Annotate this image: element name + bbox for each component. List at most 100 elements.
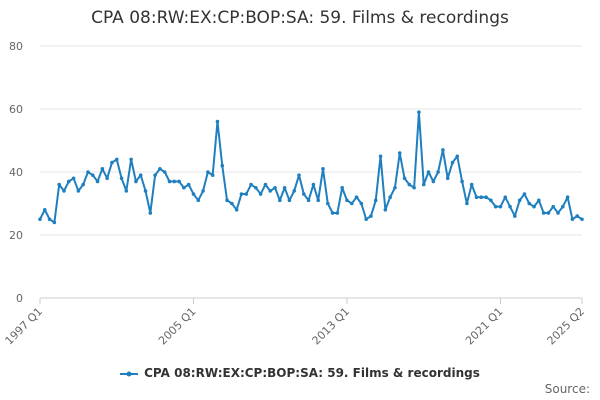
data-point[interactable] <box>143 189 148 193</box>
data-point[interactable] <box>162 170 167 174</box>
data-point[interactable] <box>417 110 421 114</box>
data-point[interactable] <box>484 195 488 199</box>
data-point[interactable] <box>297 173 301 177</box>
data-point[interactable] <box>158 167 162 171</box>
data-point[interactable] <box>359 201 364 206</box>
data-point[interactable] <box>330 211 335 215</box>
data-point[interactable] <box>177 179 181 184</box>
data-point[interactable] <box>76 189 81 193</box>
data-point[interactable] <box>292 189 297 193</box>
data-point[interactable] <box>474 195 479 199</box>
data-point[interactable] <box>196 198 201 203</box>
data-point[interactable] <box>172 179 177 184</box>
data-point[interactable] <box>325 201 330 206</box>
data-point[interactable] <box>450 160 455 165</box>
data-point[interactable] <box>541 211 546 215</box>
data-point[interactable] <box>335 211 340 215</box>
data-point[interactable] <box>52 220 57 225</box>
data-point[interactable] <box>455 154 460 159</box>
data-point[interactable] <box>354 195 359 199</box>
legend[interactable]: CPA 08:RW:EX:CP:BOP:SA: 59. Films & reco… <box>0 366 600 380</box>
data-point[interactable] <box>71 176 76 181</box>
data-point[interactable] <box>249 182 253 187</box>
data-point[interactable] <box>397 151 402 155</box>
data-point[interactable] <box>388 195 392 199</box>
data-point[interactable] <box>306 198 311 203</box>
data-point[interactable] <box>153 173 157 177</box>
data-point[interactable] <box>287 198 292 203</box>
data-point[interactable] <box>138 173 143 177</box>
data-point[interactable] <box>124 189 129 193</box>
data-point[interactable] <box>95 179 100 184</box>
data-point[interactable] <box>460 179 464 184</box>
data-point[interactable] <box>561 204 565 209</box>
data-point[interactable] <box>114 157 119 162</box>
data-point[interactable] <box>81 182 85 187</box>
data-point[interactable] <box>167 179 172 184</box>
data-point[interactable] <box>426 170 431 174</box>
data-point[interactable] <box>493 204 498 209</box>
data-point[interactable] <box>546 211 551 215</box>
data-point[interactable] <box>100 167 105 171</box>
data-point[interactable] <box>62 189 66 193</box>
data-point[interactable] <box>191 192 196 196</box>
data-point[interactable] <box>412 185 416 190</box>
data-point[interactable] <box>575 214 580 218</box>
data-point[interactable] <box>148 211 153 215</box>
data-point[interactable] <box>436 170 440 174</box>
data-point[interactable] <box>349 201 354 206</box>
data-point[interactable] <box>321 167 325 171</box>
data-point[interactable] <box>369 214 373 218</box>
data-point[interactable] <box>182 185 186 190</box>
data-point[interactable] <box>316 198 320 203</box>
data-point[interactable] <box>556 211 560 215</box>
data-point[interactable] <box>282 185 287 190</box>
data-point[interactable] <box>498 204 503 209</box>
data-point[interactable] <box>254 185 258 190</box>
data-point[interactable] <box>508 204 512 209</box>
data-point[interactable] <box>230 201 234 206</box>
data-point[interactable] <box>57 182 61 187</box>
data-point[interactable] <box>278 198 282 203</box>
data-point[interactable] <box>340 185 344 190</box>
data-point[interactable] <box>431 179 436 184</box>
data-point[interactable] <box>110 160 114 165</box>
data-point[interactable] <box>129 157 133 162</box>
data-point[interactable] <box>345 198 349 203</box>
data-point[interactable] <box>407 182 412 187</box>
data-point[interactable] <box>42 208 47 212</box>
data-point[interactable] <box>489 198 493 203</box>
data-point[interactable] <box>90 173 95 177</box>
data-point[interactable] <box>570 217 575 222</box>
data-point[interactable] <box>311 182 316 187</box>
data-point[interactable] <box>210 173 215 177</box>
data-point[interactable] <box>206 170 210 174</box>
data-point[interactable] <box>119 176 124 181</box>
data-point[interactable] <box>38 217 42 222</box>
data-point[interactable] <box>402 176 407 181</box>
data-point[interactable] <box>527 201 532 206</box>
data-point[interactable] <box>47 217 52 222</box>
data-point[interactable] <box>201 189 205 193</box>
data-point[interactable] <box>378 154 383 159</box>
data-point[interactable] <box>551 204 556 209</box>
data-point[interactable] <box>503 195 508 199</box>
data-point[interactable] <box>373 198 378 203</box>
data-point[interactable] <box>364 217 368 222</box>
data-point[interactable] <box>302 192 306 196</box>
data-point[interactable] <box>263 182 268 187</box>
data-point[interactable] <box>393 185 397 190</box>
data-point[interactable] <box>421 182 426 187</box>
data-point[interactable] <box>513 214 517 218</box>
data-point[interactable] <box>244 192 249 196</box>
data-point[interactable] <box>565 195 570 199</box>
data-point[interactable] <box>258 192 263 196</box>
data-point[interactable] <box>234 208 239 212</box>
data-point[interactable] <box>66 179 71 184</box>
data-point[interactable] <box>441 148 445 152</box>
data-point[interactable] <box>383 208 388 212</box>
data-point[interactable] <box>445 176 450 181</box>
data-point[interactable] <box>105 176 109 181</box>
data-point[interactable] <box>517 198 522 203</box>
data-point[interactable] <box>273 185 277 190</box>
